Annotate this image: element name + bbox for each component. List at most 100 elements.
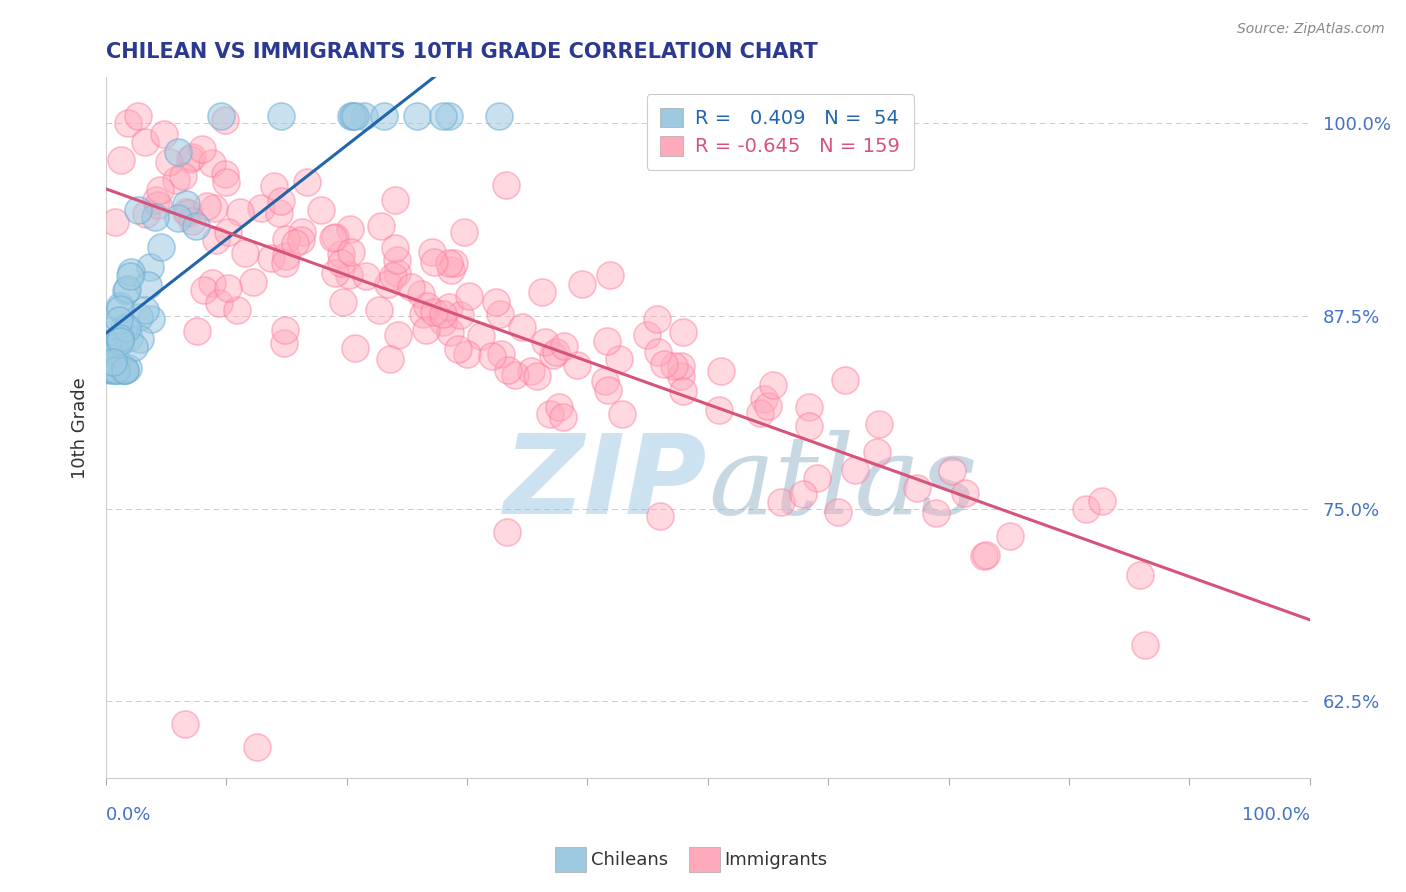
Point <box>127 202 149 217</box>
Point <box>496 363 519 377</box>
Point <box>122 340 145 354</box>
Point <box>672 384 695 399</box>
Point <box>115 284 138 298</box>
Point <box>193 283 215 297</box>
Point <box>510 319 533 334</box>
Text: atlas: atlas <box>707 430 977 538</box>
Point <box>118 268 141 283</box>
Point <box>115 282 138 296</box>
Point <box>593 375 616 389</box>
Point <box>596 334 619 348</box>
Text: ZIP: ZIP <box>505 430 707 537</box>
Point <box>380 351 402 366</box>
Point <box>249 201 271 215</box>
Point <box>551 410 574 425</box>
Point <box>456 347 478 361</box>
Legend: R =   0.409   N =  54, R = -0.645   N = 159: R = 0.409 N = 54, R = -0.645 N = 159 <box>647 94 914 170</box>
Point <box>437 300 460 314</box>
Point <box>228 205 250 219</box>
Point <box>290 225 312 239</box>
Point <box>420 245 443 260</box>
Point <box>409 287 432 301</box>
Point <box>449 308 471 322</box>
Point <box>274 232 297 246</box>
Point <box>284 236 307 251</box>
Point <box>172 169 194 184</box>
Point <box>343 109 366 123</box>
Point <box>538 407 561 421</box>
Point <box>432 306 454 320</box>
Point <box>148 198 170 212</box>
Point <box>104 215 127 229</box>
Point <box>260 251 283 265</box>
Point <box>101 355 124 369</box>
Point <box>145 193 167 207</box>
Point <box>339 221 361 235</box>
Y-axis label: 10th Grade: 10th Grade <box>72 377 89 479</box>
Point <box>323 266 346 280</box>
Point <box>534 334 557 349</box>
Point <box>503 368 526 383</box>
Point <box>340 245 363 260</box>
Point <box>1074 502 1097 516</box>
Point <box>458 289 481 303</box>
Point <box>270 194 292 208</box>
Point <box>108 313 131 327</box>
Point <box>343 342 366 356</box>
Point <box>332 295 354 310</box>
Point <box>756 399 779 413</box>
Point <box>135 207 157 221</box>
Text: Source: ZipAtlas.com: Source: ZipAtlas.com <box>1237 22 1385 37</box>
Point <box>273 323 295 337</box>
Point <box>110 153 132 167</box>
Point <box>385 252 408 267</box>
Point <box>541 348 564 362</box>
Point <box>273 336 295 351</box>
Point <box>134 136 156 150</box>
Point <box>799 419 821 434</box>
Point <box>797 400 820 414</box>
Point <box>439 109 461 123</box>
Point <box>274 249 297 263</box>
Point <box>432 315 454 329</box>
Point <box>520 364 543 378</box>
Text: Chileans: Chileans <box>591 851 668 869</box>
Point <box>226 303 249 318</box>
Point <box>117 116 139 130</box>
Point <box>263 179 285 194</box>
Point <box>104 356 127 370</box>
Point <box>141 311 163 326</box>
Point <box>406 109 429 123</box>
Point <box>97 350 120 364</box>
Point <box>353 109 375 123</box>
Point <box>214 167 236 181</box>
Point <box>98 363 121 377</box>
Point <box>866 444 889 458</box>
Point <box>548 401 571 415</box>
Point <box>385 266 408 280</box>
Point <box>322 231 344 245</box>
Point <box>217 225 239 239</box>
Point <box>443 256 465 270</box>
Point <box>127 109 149 123</box>
Point <box>370 219 392 234</box>
Point <box>217 281 239 295</box>
Text: Immigrants: Immigrants <box>724 851 827 869</box>
Point <box>165 173 187 187</box>
Point <box>645 311 668 326</box>
Point <box>205 234 228 248</box>
Point <box>246 740 269 755</box>
Point <box>762 377 785 392</box>
Point <box>440 263 463 277</box>
Point <box>607 351 630 366</box>
Point <box>128 310 150 324</box>
Point <box>209 109 232 123</box>
Point <box>553 338 575 352</box>
Point <box>114 363 136 377</box>
Point <box>179 152 201 166</box>
Point <box>97 362 120 376</box>
Point <box>447 342 470 356</box>
Point <box>384 241 406 255</box>
Point <box>267 205 290 219</box>
Point <box>749 406 772 420</box>
